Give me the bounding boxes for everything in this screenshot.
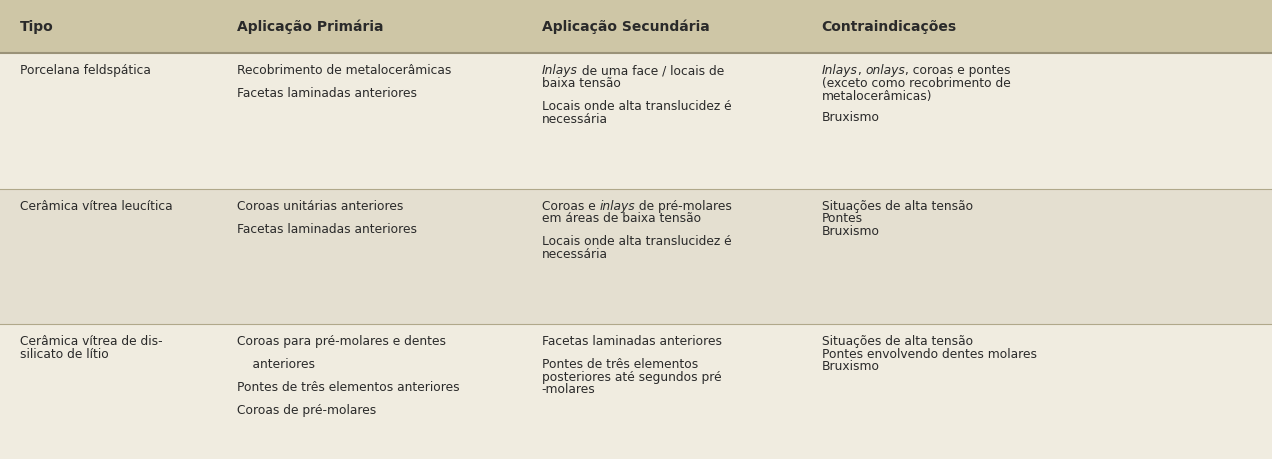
Text: Situações de alta tensão: Situações de alta tensão [822,199,973,212]
Text: Coroas e: Coroas e [542,199,599,212]
Text: -molares: -molares [542,382,595,396]
Text: (exceto como recobrimento de: (exceto como recobrimento de [822,77,1010,90]
Bar [0,189,1272,324]
Text: Coroas de pré-molares: Coroas de pré-molares [237,403,375,416]
Text: Situações de alta tensão: Situações de alta tensão [822,334,973,347]
Bar [0,0,1272,54]
Text: necessária: necessária [542,112,608,126]
Text: Aplicação Primária: Aplicação Primária [237,20,383,34]
Text: onlays: onlays [865,64,906,77]
Text: Pontes: Pontes [822,212,862,225]
Text: Locais onde alta translucidez é: Locais onde alta translucidez é [542,235,731,248]
Text: Contraindicações: Contraindicações [822,20,957,34]
Text: necessária: necessária [542,247,608,261]
Text: Recobrimento de metalocerâmicas: Recobrimento de metalocerâmicas [237,64,452,77]
Text: Bruxismo: Bruxismo [822,359,880,373]
Text: Coroas unitárias anteriores: Coroas unitárias anteriores [237,199,403,212]
Text: Inlays: Inlays [822,64,857,77]
Text: Facetas laminadas anteriores: Facetas laminadas anteriores [237,222,417,235]
Text: ,: , [857,64,865,77]
Text: Pontes de três elementos anteriores: Pontes de três elementos anteriores [237,380,459,393]
Text: metalocerâmicas): metalocerâmicas) [822,90,932,103]
Text: anteriores: anteriores [237,357,314,370]
Text: Porcelana feldspática: Porcelana feldspática [20,64,151,77]
Text: Bruxismo: Bruxismo [822,224,880,238]
Text: Facetas laminadas anteriores: Facetas laminadas anteriores [237,87,417,100]
Text: Coroas para pré-molares e dentes: Coroas para pré-molares e dentes [237,334,445,347]
Text: Pontes de três elementos: Pontes de três elementos [542,357,698,370]
Text: Cerâmica vítrea leucítica: Cerâmica vítrea leucítica [20,199,173,212]
Text: Locais onde alta translucidez é: Locais onde alta translucidez é [542,100,731,113]
Bar [0,324,1272,459]
Bar [0,54,1272,189]
Text: Bruxismo: Bruxismo [822,111,880,124]
Text: de pré-molares: de pré-molares [635,199,731,212]
Text: Aplicação Secundária: Aplicação Secundária [542,20,710,34]
Text: em áreas de baixa tensão: em áreas de baixa tensão [542,212,701,225]
Text: inlays: inlays [599,199,635,212]
Text: Cerâmica vítrea de dis-: Cerâmica vítrea de dis- [20,334,163,347]
Text: de uma face / locais de: de uma face / locais de [577,64,724,77]
Text: silicato de lítio: silicato de lítio [20,347,109,360]
Text: Facetas laminadas anteriores: Facetas laminadas anteriores [542,334,722,347]
Text: Pontes envolvendo dentes molares: Pontes envolvendo dentes molares [822,347,1037,360]
Text: Inlays: Inlays [542,64,577,77]
Text: posteriores até segundos pré: posteriores até segundos pré [542,370,721,383]
Text: baixa tensão: baixa tensão [542,77,621,90]
Text: Tipo: Tipo [20,20,55,34]
Text: , coroas e pontes: , coroas e pontes [906,64,1010,77]
